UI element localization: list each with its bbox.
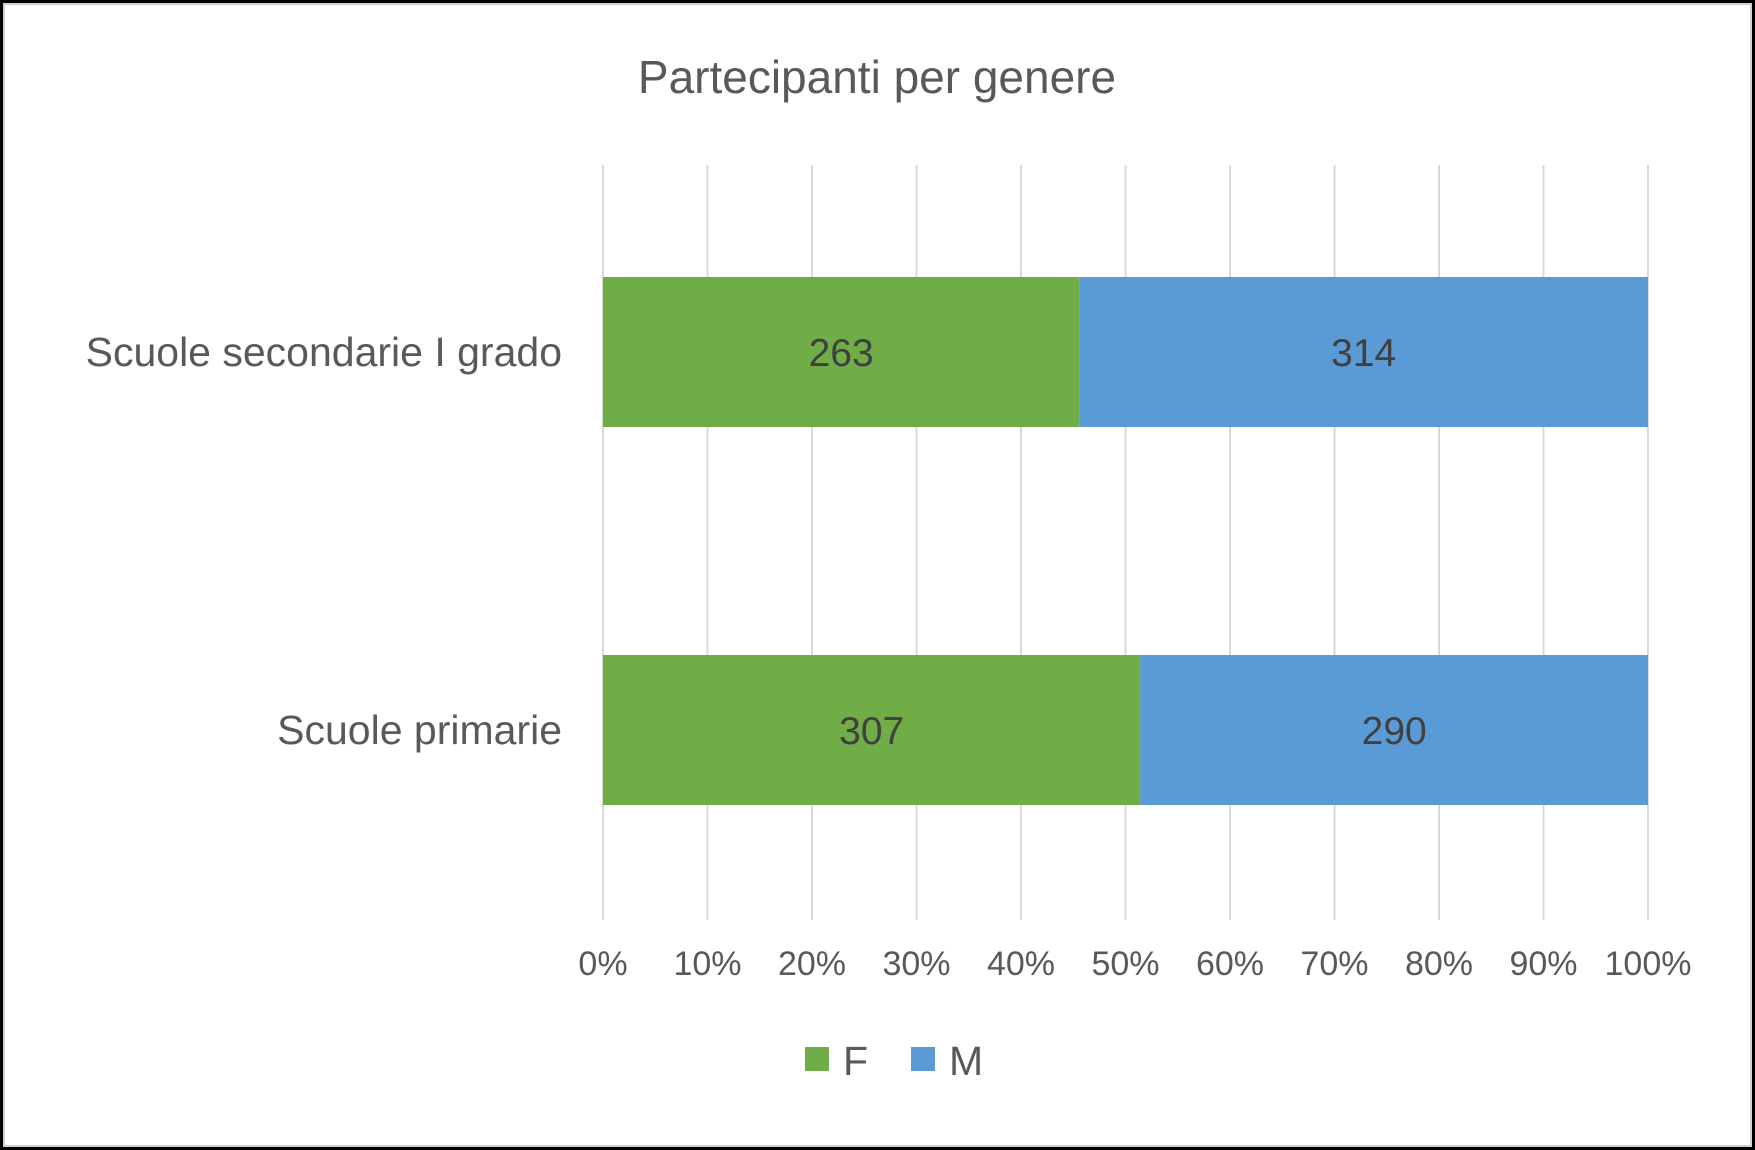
chart-svg: Partecipanti per genere 263 314 307 290 Scu… xyxy=(86,51,1692,1084)
x-axis-ticks: 0% 10% 20% 30% 40% 50% 60% 70% 80% 90% 100% xyxy=(578,945,1691,983)
data-labels: 263 314 307 290 xyxy=(809,332,1427,753)
x-tick-label: 60% xyxy=(1196,945,1264,983)
legend-swatch-f xyxy=(805,1047,829,1071)
x-tick-label: 100% xyxy=(1605,945,1692,983)
x-tick-label: 80% xyxy=(1405,945,1473,983)
bar-segment-m xyxy=(1140,655,1648,805)
data-label: 307 xyxy=(839,710,904,753)
legend-label: F xyxy=(843,1038,868,1084)
category-label: Scuole secondarie I grado xyxy=(86,329,562,375)
data-label: 314 xyxy=(1331,332,1396,375)
legend-swatch-m xyxy=(911,1047,935,1071)
data-label: 263 xyxy=(809,332,874,375)
category-label: Scuole primarie xyxy=(277,707,562,753)
legend-label: M xyxy=(949,1038,983,1084)
bar-segment-f xyxy=(603,277,1080,427)
x-tick-label: 70% xyxy=(1300,945,1368,983)
x-tick-label: 20% xyxy=(778,945,846,983)
bar-segment-f xyxy=(603,655,1141,805)
chart-title: Partecipanti per genere xyxy=(638,51,1116,103)
category-labels: Scuole secondarie I grado Scuole primarie xyxy=(86,329,562,753)
x-tick-label: 30% xyxy=(882,945,950,983)
x-tick-label: 90% xyxy=(1509,945,1577,983)
x-tick-label: 10% xyxy=(673,945,741,983)
bar-segment-m xyxy=(1079,277,1648,427)
data-label: 290 xyxy=(1362,710,1427,753)
x-tick-label: 40% xyxy=(987,945,1055,983)
x-tick-label: 0% xyxy=(578,945,627,983)
x-tick-label: 50% xyxy=(1091,945,1159,983)
chart-area: Partecipanti per genere 263 314 307 290 Scu… xyxy=(3,3,1752,1147)
bars xyxy=(603,277,1648,805)
